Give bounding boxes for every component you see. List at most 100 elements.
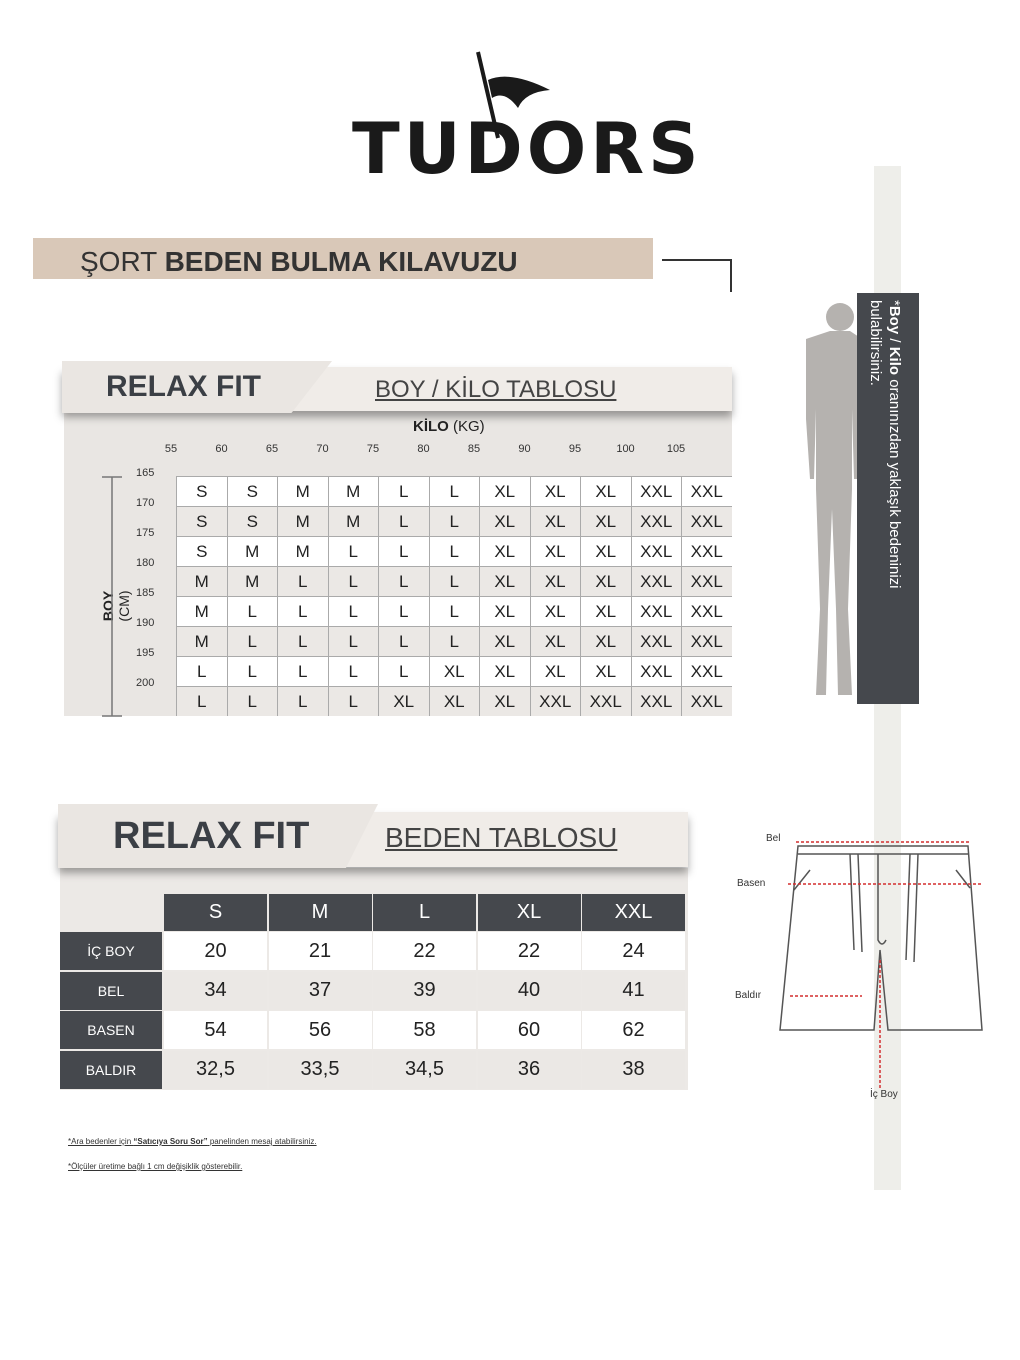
size-cell: XL bbox=[428, 686, 479, 716]
size-cell: L bbox=[378, 536, 429, 566]
size-cell: L bbox=[327, 536, 378, 566]
size-cell: XXL bbox=[630, 656, 681, 686]
size-cell: XXL bbox=[681, 476, 732, 506]
size-cell: M bbox=[327, 476, 378, 506]
size-cell: M bbox=[176, 596, 227, 626]
measure-value: 54 bbox=[164, 1011, 267, 1049]
size-cell: XXL bbox=[681, 656, 732, 686]
label-ic-boy: İç Boy bbox=[870, 1089, 898, 1100]
size-cell: L bbox=[378, 566, 429, 596]
size-cell: L bbox=[378, 626, 429, 656]
fit-name: RELAX FIT bbox=[106, 370, 261, 403]
size-cell: XL bbox=[580, 566, 631, 596]
size-cell: XL bbox=[479, 626, 530, 656]
size-cell: M bbox=[176, 566, 227, 596]
size-cell: XL bbox=[580, 536, 631, 566]
size-cell: M bbox=[176, 626, 227, 656]
size-cell: L bbox=[277, 656, 328, 686]
size-cell: M bbox=[226, 566, 277, 596]
kilo-tick: 85 bbox=[467, 443, 481, 455]
size-cell: L bbox=[428, 536, 479, 566]
size-cell: XXL bbox=[681, 626, 732, 656]
size-cell: L bbox=[428, 596, 479, 626]
measure-value: 24 bbox=[582, 932, 685, 970]
size-cell: L bbox=[327, 596, 378, 626]
size-cell: XXL bbox=[681, 506, 732, 536]
size-cell: XXL bbox=[681, 596, 732, 626]
measure-value: 58 bbox=[373, 1011, 476, 1049]
size-cell: L bbox=[428, 506, 479, 536]
measure-label: BALDIR bbox=[60, 1050, 162, 1089]
measure-value: 33,5 bbox=[268, 1050, 372, 1089]
boy-tick: 175 bbox=[136, 527, 155, 539]
size-cell: L bbox=[277, 596, 328, 626]
measure-value: 38 bbox=[582, 1050, 685, 1089]
title-band bbox=[33, 238, 653, 279]
boy-tick: 170 bbox=[136, 497, 155, 509]
boy-tick: 180 bbox=[136, 557, 155, 569]
size-cell: L bbox=[226, 626, 277, 656]
size-cell: XL bbox=[479, 476, 530, 506]
section-header-tag bbox=[62, 361, 332, 413]
note-1: *Ara bedenler için “Satıcıya Soru Sor” p… bbox=[68, 1137, 317, 1146]
height-range-bar bbox=[102, 476, 122, 717]
size-cell: M bbox=[226, 536, 277, 566]
label-baldir: Baldır bbox=[735, 990, 762, 1001]
boy-tick: 190 bbox=[136, 617, 155, 629]
kilo-tick: 100 bbox=[616, 443, 635, 455]
boy-tick: 165 bbox=[136, 467, 155, 479]
label-basen: Basen bbox=[737, 878, 766, 889]
size-cell: XL bbox=[529, 596, 580, 626]
measure-value: 41 bbox=[582, 971, 685, 1010]
size-header: S bbox=[164, 894, 267, 931]
size-cell: XXL bbox=[580, 686, 631, 716]
size-cell: XL bbox=[479, 506, 530, 536]
measure-value: 56 bbox=[268, 1011, 372, 1049]
kilo-tick: 70 bbox=[316, 443, 329, 455]
size-cell: XXL bbox=[630, 506, 681, 536]
size-cell: L bbox=[176, 656, 227, 686]
note-2: *Ölçüler üretime bağlı 1 cm değişiklik g… bbox=[68, 1162, 243, 1171]
size-cell: L bbox=[378, 476, 429, 506]
size-cell: XL bbox=[479, 656, 530, 686]
corner-decoration bbox=[662, 259, 732, 292]
size-cell: S bbox=[226, 476, 277, 506]
size-cell: XXL bbox=[630, 536, 681, 566]
size-cell: S bbox=[176, 506, 227, 536]
measure-value: 22 bbox=[477, 932, 581, 970]
size-cell: XL bbox=[428, 656, 479, 686]
size-cell: XL bbox=[580, 656, 631, 686]
size-cell: L bbox=[327, 626, 378, 656]
size-cell: M bbox=[277, 506, 328, 536]
boy-tick: 185 bbox=[136, 587, 155, 599]
brand-logo: TUDORS bbox=[352, 108, 703, 190]
measure-value: 37 bbox=[268, 971, 372, 1010]
size-header: M bbox=[268, 894, 372, 931]
size-cell: XXL bbox=[681, 566, 732, 596]
measure-value: 34 bbox=[164, 971, 267, 1010]
page-title: ŞORT BEDEN BULMA KILAVUZU bbox=[80, 246, 518, 277]
size-header: XL bbox=[477, 894, 581, 931]
measure-value: 21 bbox=[268, 932, 372, 970]
size-cell: L bbox=[428, 566, 479, 596]
section-header-tag bbox=[58, 804, 378, 868]
size-cell: L bbox=[277, 686, 328, 716]
size-cell: XL bbox=[529, 656, 580, 686]
size-cell: XL bbox=[479, 566, 530, 596]
measure-value: 34,5 bbox=[373, 1050, 476, 1089]
kilo-tick: 95 bbox=[568, 443, 582, 455]
size-cell: XXL bbox=[529, 686, 580, 716]
measure-value: 60 bbox=[477, 1011, 581, 1049]
size-cell: XL bbox=[529, 626, 580, 656]
measure-value: 22 bbox=[373, 932, 476, 970]
boy-tick: 200 bbox=[136, 677, 155, 689]
kilo-tick: 65 bbox=[265, 443, 279, 455]
kilo-tick: 60 bbox=[215, 443, 228, 455]
measure-label: BASEN bbox=[60, 1011, 162, 1049]
measure-value: 36 bbox=[477, 1050, 581, 1089]
size-cell: L bbox=[327, 656, 378, 686]
flag-icon bbox=[476, 51, 550, 139]
kilo-axis-label: KİLO (KG) bbox=[413, 418, 485, 435]
size-cell: L bbox=[428, 476, 479, 506]
size-cell: L bbox=[226, 686, 277, 716]
